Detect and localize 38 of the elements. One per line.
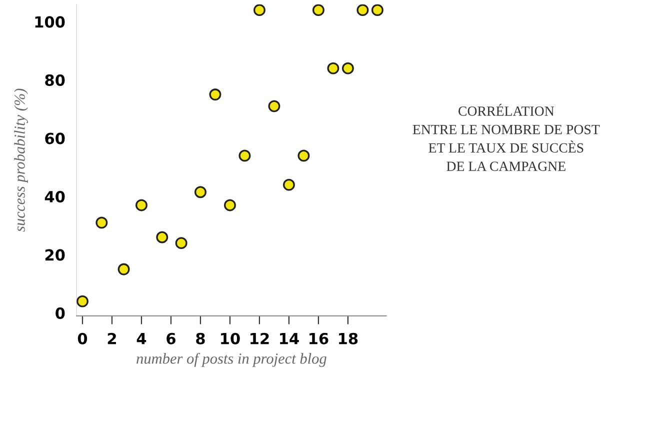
y-tick-label: 20 [45, 249, 65, 261]
y-tick-label: 60 [45, 132, 65, 144]
y-tick-label: 0 [56, 307, 65, 319]
point [282, 178, 295, 191]
x-tick-label: 4 [136, 333, 146, 344]
x-tick-label: 18 [339, 332, 358, 344]
point [175, 237, 188, 250]
text: CORRÉLATION ENTRE LE NOMBRE DE POST ET LE TAUX DE SUCCÈS DE LA CAMPAGNE [412, 104, 600, 171]
point [194, 186, 206, 198]
point [224, 199, 236, 212]
x-tick-label: 12 [250, 332, 269, 344]
point [312, 4, 324, 16]
y-axis-title: success probability (%) [14, 88, 28, 232]
x-tick-label: 10 [221, 332, 240, 344]
point [268, 100, 280, 112]
point [156, 231, 168, 244]
point [356, 4, 369, 16]
point [135, 199, 148, 212]
x-tick-label: 16 [310, 332, 328, 344]
point [342, 62, 354, 74]
point [298, 150, 310, 162]
point [76, 295, 88, 308]
point [209, 88, 222, 101]
y-tick-label: 80 [45, 74, 65, 86]
x-tick-label: 14 [280, 333, 299, 344]
x-tick-label: 8 [196, 332, 205, 344]
point [253, 4, 266, 16]
y-tick-label: 100 [35, 16, 65, 28]
point [327, 62, 340, 74]
x-axis-title: number of posts in project blog [136, 352, 326, 367]
x-tick-label: 0 [78, 332, 88, 344]
y-tick-label: 40 [44, 190, 65, 202]
point [371, 4, 384, 16]
x-tick-label: 6 [166, 332, 176, 344]
x-tick-label: 2 [108, 332, 116, 344]
point [238, 150, 251, 162]
point [96, 216, 108, 229]
point [118, 263, 130, 276]
